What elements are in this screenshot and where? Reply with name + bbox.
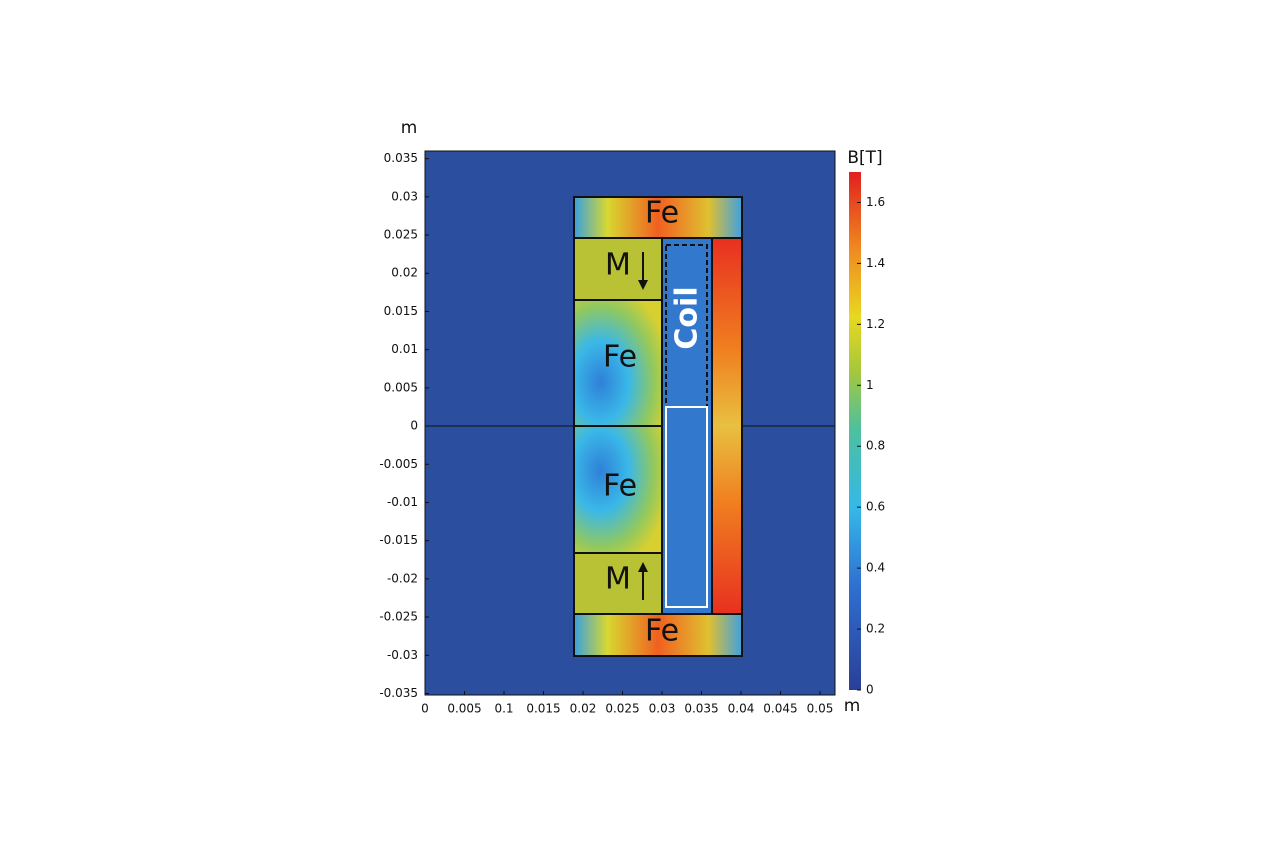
colorbar-tick-label: 0.6	[866, 500, 885, 514]
region-label: Fe	[603, 469, 637, 504]
x-tick-label: 0.04	[728, 702, 755, 716]
x-tick-label: 0.02	[570, 702, 597, 716]
colorbar	[849, 172, 861, 690]
fe-region	[574, 300, 662, 426]
region-label: Fe	[645, 614, 679, 649]
y-tick-label: 0.02	[391, 266, 418, 280]
y-tick-label: -0.03	[387, 648, 418, 662]
coil-region	[662, 238, 712, 614]
y-tick-label: -0.01	[387, 495, 418, 509]
colorbar-label: B[T]	[847, 148, 882, 168]
colorbar-tick-label: 1.6	[866, 195, 885, 209]
colorbar-tick-label: 0.8	[866, 439, 885, 453]
fe-region	[574, 426, 662, 553]
colorbar-tick-label: 0.4	[866, 561, 885, 575]
region-label: M	[605, 248, 631, 283]
colorbar-tick-label: 0	[866, 683, 874, 697]
region-outlines	[573, 196, 743, 657]
y-tick-label: -0.005	[379, 457, 418, 471]
y-tick-label: 0.035	[384, 151, 418, 165]
arrow-head	[638, 562, 648, 572]
y-tick-label: -0.02	[387, 571, 418, 585]
y-tick-label: 0.015	[384, 304, 418, 318]
region-label: Fe	[603, 340, 637, 375]
y-tick-label: 0.01	[391, 342, 418, 356]
fe-region	[712, 238, 742, 614]
plot-frame	[424, 150, 836, 696]
x-tick-label: 0	[421, 702, 429, 716]
y-tick-label: 0.005	[384, 380, 418, 394]
colorbar-tick-label: 0.2	[866, 622, 885, 636]
arrow-head	[638, 280, 648, 290]
y-tick-label: -0.035	[379, 686, 418, 700]
x-tick-label: 0.015	[526, 702, 560, 716]
colorbar-tick-label: 1.4	[866, 256, 885, 270]
x-axis-label: m	[844, 696, 861, 716]
x-tick-label: 0.035	[684, 702, 718, 716]
colorbar-tick-label: 1.2	[866, 317, 885, 331]
magnet-region	[574, 553, 662, 614]
y-tick-label: 0.025	[384, 228, 418, 242]
x-tick-label: 0.1	[494, 702, 513, 716]
x-tick-label: 0.045	[763, 702, 797, 716]
fe-region	[574, 614, 742, 656]
y-axis-label: m	[401, 118, 418, 138]
y-tick-label: 0	[410, 419, 418, 433]
region-label: M	[605, 562, 631, 597]
magnet-region	[574, 238, 662, 300]
x-tick-label: 0.05	[807, 702, 834, 716]
x-tick-label: 0.025	[605, 702, 639, 716]
x-tick-label: 0.005	[447, 702, 481, 716]
fe-region	[574, 197, 742, 238]
y-tick-label: 0.03	[391, 189, 418, 203]
y-tick-label: -0.025	[379, 610, 418, 624]
coil-outline	[665, 406, 708, 608]
y-tick-label: -0.015	[379, 533, 418, 547]
region-label: Fe	[645, 196, 679, 231]
x-tick-label: 0.03	[649, 702, 676, 716]
coil-dashed	[665, 244, 708, 408]
region-label: Coil	[670, 286, 705, 349]
colorbar-tick-label: 1	[866, 378, 874, 392]
